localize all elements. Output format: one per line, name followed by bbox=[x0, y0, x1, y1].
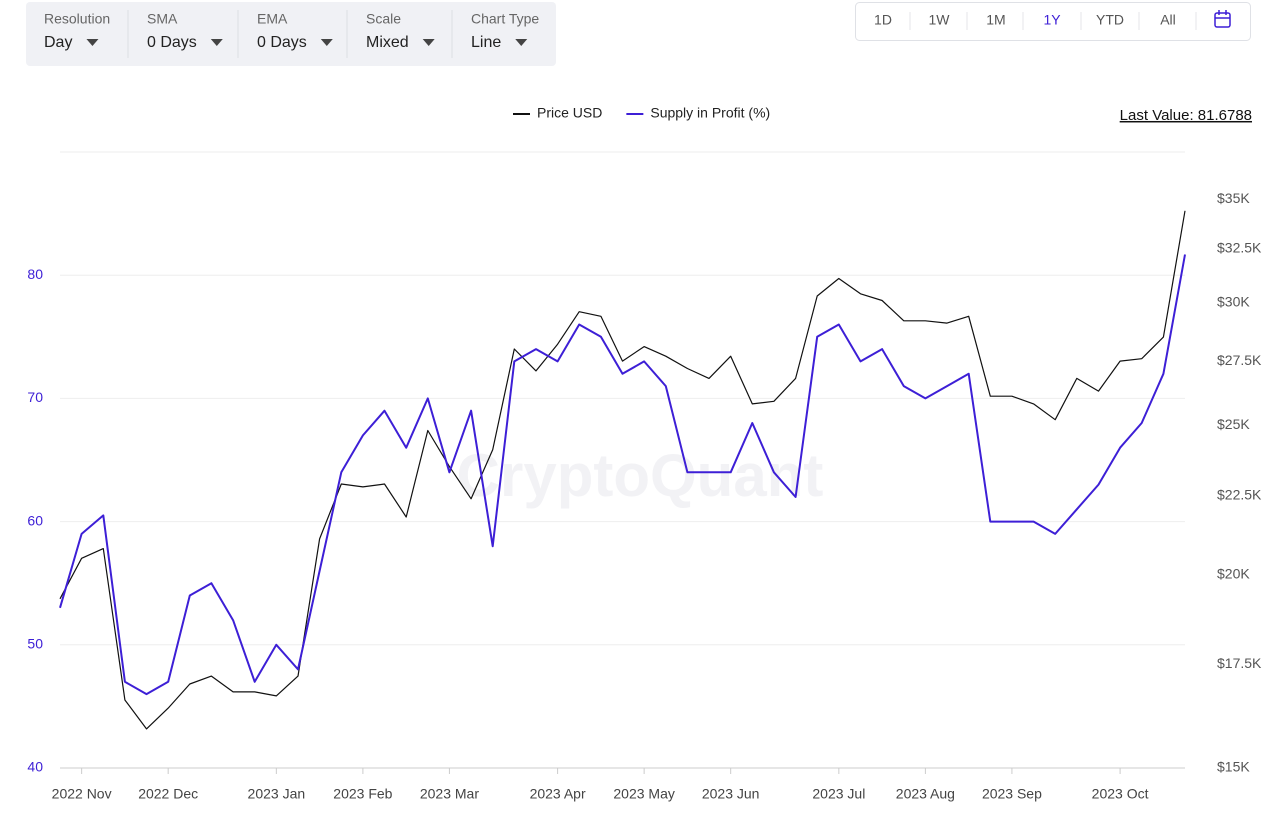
y-tick-label: 50 bbox=[27, 636, 43, 652]
y2-tick-label: $27.5K bbox=[1217, 352, 1262, 368]
y2-tick-label: $15K bbox=[1217, 759, 1250, 775]
x-tick-label: 2022 Nov bbox=[52, 786, 112, 802]
dropdown-arrow bbox=[515, 39, 528, 46]
y-tick-label: 40 bbox=[27, 759, 43, 775]
last-value: Last Value: 81.6788 bbox=[1120, 107, 1252, 124]
y2-tick-label: $17.5K bbox=[1217, 655, 1262, 671]
dropdown-arrow bbox=[86, 39, 99, 46]
series-line bbox=[59, 254, 1186, 696]
x-tick-label: 2022 Dec bbox=[138, 786, 198, 802]
legend-label[interactable]: Supply in Profit (%) bbox=[650, 105, 770, 121]
legend-label[interactable]: Price USD bbox=[537, 105, 602, 121]
range-button[interactable]: 1W bbox=[929, 12, 951, 28]
watermark: CryptoQuant bbox=[457, 442, 824, 509]
range-button[interactable]: All bbox=[1160, 12, 1176, 28]
x-tick-label: 2023 Apr bbox=[530, 786, 586, 802]
y-tick-label: 80 bbox=[27, 266, 43, 282]
range-button[interactable]: 1M bbox=[986, 12, 1005, 28]
range-selector bbox=[855, 2, 1251, 41]
control-label: SMA bbox=[147, 11, 178, 27]
range-button[interactable]: 1Y bbox=[1043, 12, 1061, 28]
range-button[interactable]: YTD bbox=[1096, 12, 1124, 28]
x-tick-label: 2023 Jun bbox=[702, 786, 760, 802]
x-tick-label: 2023 Mar bbox=[420, 786, 479, 802]
control-label: Resolution bbox=[44, 11, 110, 27]
y2-tick-label: $30K bbox=[1217, 293, 1250, 309]
y2-tick-label: $22.5K bbox=[1217, 487, 1262, 503]
x-tick-label: 2023 May bbox=[613, 786, 674, 802]
x-tick-label: 2023 Aug bbox=[896, 786, 955, 802]
dropdown-arrow bbox=[422, 39, 435, 46]
control-value[interactable]: 0 Days bbox=[147, 34, 197, 51]
control-value[interactable]: Mixed bbox=[366, 34, 409, 51]
series-line bbox=[59, 210, 1186, 730]
calendar-icon[interactable] bbox=[1214, 10, 1231, 28]
control-label: EMA bbox=[257, 11, 288, 27]
x-tick-label: 2023 Sep bbox=[982, 786, 1042, 802]
x-tick-label: 2023 Feb bbox=[333, 786, 392, 802]
control-value[interactable]: Day bbox=[44, 34, 72, 51]
x-tick-label: 2023 Jul bbox=[812, 786, 865, 802]
y2-tick-label: $35K bbox=[1217, 190, 1250, 206]
y2-tick-label: $32.5K bbox=[1217, 240, 1262, 256]
y2-tick-label: $25K bbox=[1217, 416, 1250, 432]
y2-tick-label: $20K bbox=[1217, 566, 1250, 582]
control-label: Chart Type bbox=[471, 11, 539, 27]
x-tick-label: 2023 Jan bbox=[248, 786, 306, 802]
range-button[interactable]: 1D bbox=[874, 12, 892, 28]
y-tick-label: 70 bbox=[27, 389, 43, 405]
dropdown-arrow bbox=[320, 39, 333, 46]
control-value[interactable]: Line bbox=[471, 34, 501, 51]
control-value[interactable]: 0 Days bbox=[257, 34, 307, 51]
toolbar bbox=[26, 2, 556, 66]
control-label: Scale bbox=[366, 11, 401, 27]
x-tick-label: 2023 Oct bbox=[1092, 786, 1149, 802]
dropdown-arrow bbox=[210, 39, 223, 46]
y-tick-label: 60 bbox=[27, 512, 43, 528]
